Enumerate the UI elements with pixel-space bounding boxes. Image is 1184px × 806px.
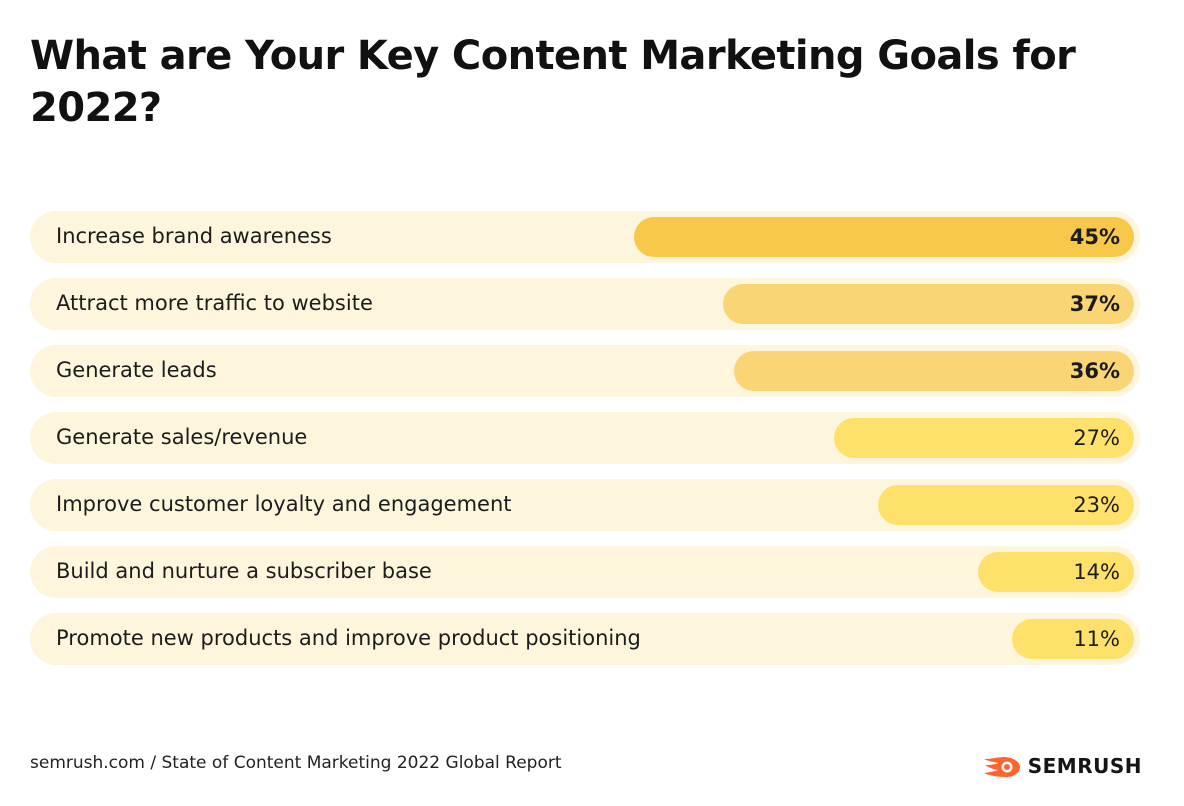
bar [634, 217, 1134, 257]
bar-row: Promote new products and improve product… [30, 613, 1140, 665]
category-label: Generate leads [56, 358, 217, 382]
category-label: Attract more traffic to website [56, 291, 373, 315]
chart-title: What are Your Key Content Marketing Goal… [30, 33, 1076, 131]
bar-row: Build and nurture a subscriber base 14% [30, 546, 1140, 598]
bar-row: Increase brand awareness 45% [30, 211, 1140, 263]
bar [878, 485, 1134, 525]
category-label: Promote new products and improve product… [56, 626, 641, 650]
category-label: Increase brand awareness [56, 224, 332, 248]
category-label: Build and nurture a subscriber base [56, 559, 432, 583]
bar [734, 351, 1134, 391]
semrush-flame-logo-icon [983, 757, 1020, 777]
category-label: Improve customer loyalty and engagement [56, 492, 512, 516]
value-label: 37% [1069, 292, 1120, 316]
bar-row: Improve customer loyalty and engagement 2… [30, 479, 1140, 531]
bar-row: Generate sales/revenue 27% [30, 412, 1140, 464]
value-label: 14% [1073, 560, 1120, 584]
brand-name: SEMRUSH [1027, 754, 1142, 778]
value-label: 11% [1073, 627, 1120, 651]
footer-source: semrush.com / State of Content Marketing… [30, 753, 562, 773]
bar [978, 552, 1134, 592]
category-label: Generate sales/revenue [56, 425, 308, 449]
bar-row: Attract more traffic to website 37% [30, 278, 1140, 330]
bar [834, 418, 1134, 458]
value-label: 45% [1069, 225, 1120, 249]
bar-row: Generate leads 36% [30, 345, 1140, 397]
bar [723, 284, 1134, 324]
value-label: 23% [1073, 493, 1120, 517]
bar [1012, 619, 1134, 659]
value-label: 27% [1073, 426, 1120, 450]
bar-chart: Increase brand awareness 45% Attract more … [30, 211, 1140, 680]
brand-logo: SEMRUSH [982, 751, 1142, 781]
value-label: 36% [1069, 359, 1120, 383]
